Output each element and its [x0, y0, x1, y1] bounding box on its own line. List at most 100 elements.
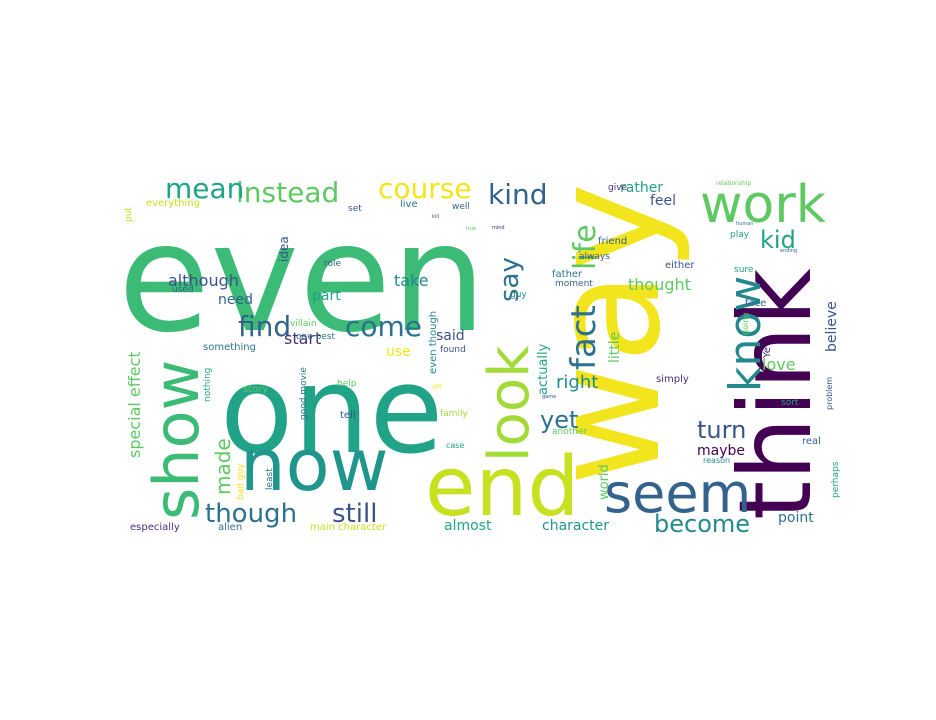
word-right: right [556, 372, 598, 393]
word-one-best: one best [296, 332, 336, 342]
word-yet: yet [540, 406, 578, 434]
word-always: always [579, 252, 610, 262]
word-family: family [440, 409, 468, 419]
word-another: another [552, 427, 587, 437]
word-alien: alien [218, 522, 242, 533]
word-world: world [597, 464, 612, 500]
word-simply: simply [656, 374, 689, 385]
word-now: now [240, 423, 389, 507]
word-face: face [745, 298, 766, 309]
word-special-effect: special effect [125, 351, 144, 458]
word-know: know [720, 276, 771, 392]
word-need: need [218, 292, 253, 308]
word-thought: thought [628, 275, 691, 294]
word-turn: turn [697, 416, 746, 444]
word-actually: actually [536, 343, 551, 395]
word-part: part [312, 288, 341, 304]
word-guy: guy [510, 290, 527, 300]
word-reason: reason [703, 456, 730, 465]
word-least: least [265, 468, 275, 490]
word-well: well [452, 202, 470, 212]
word-love: love [762, 355, 796, 374]
word-still: still [332, 499, 377, 529]
word-nothing: nothing [203, 368, 213, 402]
word-live: live [400, 199, 418, 210]
word-put: put [124, 207, 134, 222]
word-story: story [243, 384, 268, 395]
word-take: take [394, 271, 429, 290]
word-made: made [211, 438, 235, 495]
word-villain: villain [290, 319, 317, 329]
word-going: going [741, 313, 750, 335]
word-rather: rather [620, 180, 663, 196]
word-used: used [172, 285, 194, 295]
word-idea: idea [277, 236, 291, 262]
word-everything: everything [146, 198, 200, 209]
word-kill: kill [432, 214, 439, 220]
word-become: become [654, 510, 750, 538]
word-sort: sort [781, 398, 799, 408]
word-case: case [446, 441, 464, 450]
word-character: character [542, 518, 609, 534]
word-work: work [700, 175, 826, 235]
word-main-character: main character [310, 522, 387, 533]
word-friend: friend [598, 236, 627, 247]
word-bad-guy: bad guy [236, 463, 246, 500]
word-look: look [477, 345, 542, 462]
word-say: say [495, 257, 525, 302]
word-mind: mind [492, 225, 505, 231]
word-human: human [736, 221, 753, 227]
word-course: course [378, 172, 472, 205]
word-either: either [665, 260, 695, 271]
word-though: though [205, 499, 297, 529]
word-ye: Ye [762, 347, 773, 359]
word-start: start [284, 329, 321, 348]
word-seem: seem [604, 462, 751, 525]
word-maybe: maybe [697, 443, 745, 459]
word-use: use [386, 344, 411, 360]
word-something: something [203, 342, 256, 353]
word-life: life [568, 224, 603, 270]
word-fact: fact [564, 305, 604, 370]
word-found: found [440, 345, 466, 355]
word-even: even [118, 192, 486, 366]
word-mean: mean [165, 172, 244, 205]
word-kind: kind [488, 178, 548, 211]
word-way: way [520, 183, 694, 486]
word-true: true [466, 226, 476, 232]
word-kid: kid [760, 226, 796, 254]
word-almost: almost [444, 518, 492, 534]
word-ending: ending [780, 248, 797, 254]
word-sure: sure [734, 265, 754, 275]
word-problem: problem [825, 377, 834, 410]
word-good-movie: good movie [299, 367, 309, 420]
word-game: game [542, 394, 556, 400]
word-play: play [730, 230, 750, 240]
word-moment: moment [555, 279, 593, 289]
word-especially: especially [130, 522, 180, 533]
word-one: one [220, 342, 443, 481]
word-although: although [168, 271, 239, 290]
word-said: said [436, 328, 465, 344]
word-little: little [607, 332, 623, 363]
word-believe: believe [824, 301, 840, 352]
word-help: help [337, 379, 357, 389]
word-give: give [608, 183, 628, 193]
word-perhaps: perhaps [831, 461, 841, 498]
word-instead: instead [236, 176, 339, 209]
word-father: father [552, 269, 583, 280]
word-feel: feel [650, 193, 676, 209]
word-end: end [425, 440, 579, 535]
word-point: point [778, 510, 814, 526]
word-real: real [802, 436, 821, 447]
word-girl: girl [432, 383, 442, 390]
word-relationship: relationship [716, 180, 751, 187]
word-even-though: even though [428, 311, 439, 374]
word-find: find [238, 310, 291, 343]
word-role: role [324, 259, 342, 269]
word-tell: tell [340, 410, 356, 421]
word-come: come [345, 310, 422, 343]
word-set: set [348, 204, 362, 214]
word-think: think [717, 268, 834, 520]
